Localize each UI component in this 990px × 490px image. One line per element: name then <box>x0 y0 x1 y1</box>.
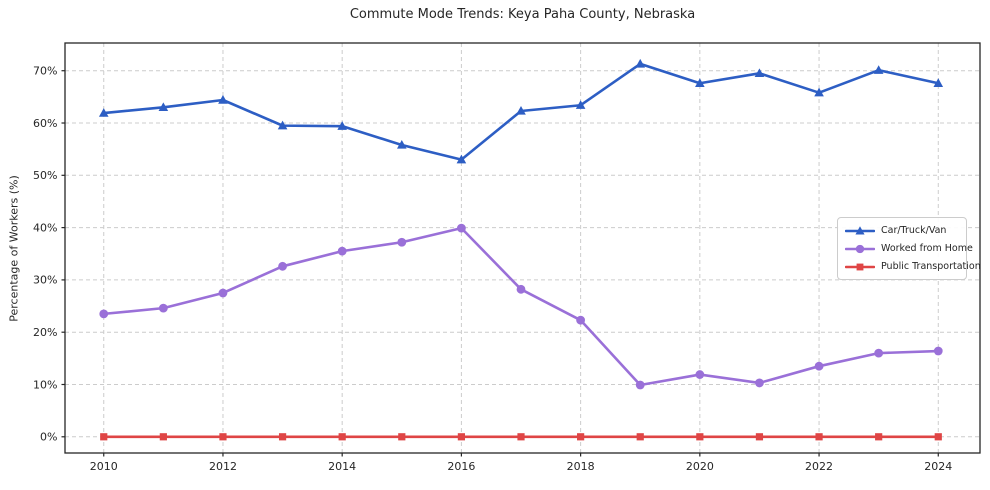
svg-text:2014: 2014 <box>328 460 356 473</box>
legend-item-worked-from-home: Worked from Home <box>845 242 973 255</box>
svg-text:60%: 60% <box>33 117 57 130</box>
legend-label: Worked from Home <box>881 243 973 254</box>
svg-text:2022: 2022 <box>805 460 833 473</box>
legend: Car/Truck/Van Worked from Home Public Tr… <box>837 217 981 280</box>
svg-text:50%: 50% <box>33 169 57 182</box>
svg-text:20%: 20% <box>33 326 57 339</box>
legend-label: Car/Truck/Van <box>881 225 947 236</box>
svg-text:40%: 40% <box>33 221 57 234</box>
legend-line-circle-icon <box>845 244 875 253</box>
legend-label: Public Transportation <box>881 261 981 272</box>
svg-text:2018: 2018 <box>567 460 595 473</box>
chart-title: Commute Mode Trends: Keya Paha County, N… <box>349 7 696 22</box>
svg-text:30%: 30% <box>33 274 57 287</box>
svg-text:2016: 2016 <box>447 460 475 473</box>
svg-text:0%: 0% <box>40 431 57 444</box>
svg-text:10%: 10% <box>33 378 57 391</box>
svg-text:70%: 70% <box>33 65 57 78</box>
legend-item-car-truck-van: Car/Truck/Van <box>845 224 959 237</box>
legend-item-public-transportation: Public Transportation <box>845 260 981 273</box>
legend-line-triangle-icon <box>845 225 875 235</box>
legend-line-square-icon <box>845 263 875 270</box>
svg-text:2024: 2024 <box>924 460 952 473</box>
svg-text:2020: 2020 <box>686 460 714 473</box>
svg-text:2012: 2012 <box>209 460 237 473</box>
svg-text:2010: 2010 <box>90 460 118 473</box>
